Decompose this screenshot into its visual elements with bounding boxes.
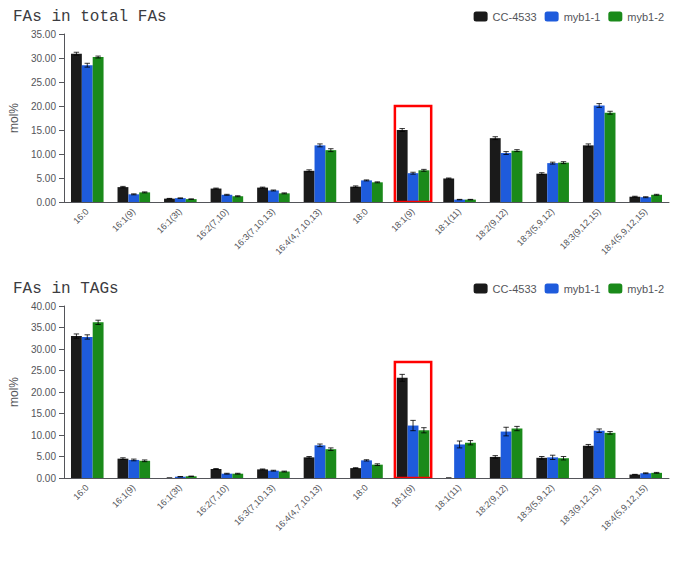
svg-text:20.00: 20.00 xyxy=(31,101,56,112)
svg-text:16:1(9): 16:1(9) xyxy=(110,206,137,233)
svg-text:16:1(3t): 16:1(3t) xyxy=(155,482,184,511)
svg-text:18:3(9,12,15): 18:3(9,12,15) xyxy=(558,206,603,251)
svg-text:18:1(9): 18:1(9) xyxy=(389,482,416,509)
svg-text:15.00: 15.00 xyxy=(31,408,56,419)
svg-text:16:0: 16:0 xyxy=(71,482,90,501)
svg-text:myb1-2: myb1-2 xyxy=(627,283,664,295)
svg-text:16:3(7,10,13): 16:3(7,10,13) xyxy=(232,206,277,251)
svg-text:16:4(4,7,10,13): 16:4(4,7,10,13) xyxy=(273,206,323,256)
svg-text:5.00: 5.00 xyxy=(37,451,57,462)
svg-text:16:1(9): 16:1(9) xyxy=(110,482,137,509)
svg-text:35.00: 35.00 xyxy=(31,29,56,40)
svg-text:FAs in TAGs: FAs in TAGs xyxy=(13,280,119,298)
svg-text:18:4(5,9,12,15): 18:4(5,9,12,15) xyxy=(599,206,649,256)
svg-text:18:2(9,12): 18:2(9,12) xyxy=(474,482,510,518)
svg-text:40.00: 40.00 xyxy=(31,301,56,312)
svg-text:18:1(11): 18:1(11) xyxy=(433,482,463,512)
svg-text:18:0: 18:0 xyxy=(351,482,370,501)
svg-text:10.00: 10.00 xyxy=(31,149,56,160)
svg-text:30.00: 30.00 xyxy=(31,53,56,64)
svg-text:0.00: 0.00 xyxy=(37,197,57,208)
svg-text:15.00: 15.00 xyxy=(31,125,56,136)
svg-text:16:0: 16:0 xyxy=(71,206,90,225)
svg-text:35.00: 35.00 xyxy=(31,322,56,333)
svg-text:16:2(7,10): 16:2(7,10) xyxy=(194,482,230,518)
svg-text:10.00: 10.00 xyxy=(31,430,56,441)
svg-text:mol%: mol% xyxy=(7,377,21,407)
svg-text:20.00: 20.00 xyxy=(31,387,56,398)
svg-text:18:3(5,9,12): 18:3(5,9,12) xyxy=(515,206,556,247)
svg-text:16:3(7,10,13): 16:3(7,10,13) xyxy=(232,482,277,527)
svg-text:myb1-1: myb1-1 xyxy=(564,11,601,23)
svg-text:25.00: 25.00 xyxy=(31,365,56,376)
svg-text:CC-4533: CC-4533 xyxy=(493,283,537,295)
svg-text:16:1(3t): 16:1(3t) xyxy=(155,206,184,235)
svg-text:0.00: 0.00 xyxy=(37,473,57,484)
svg-text:18:4(5,9,12,15): 18:4(5,9,12,15) xyxy=(599,482,649,532)
svg-text:mol%: mol% xyxy=(7,103,21,133)
svg-text:18:1(11): 18:1(11) xyxy=(433,206,463,236)
svg-text:25.00: 25.00 xyxy=(31,77,56,88)
svg-text:30.00: 30.00 xyxy=(31,344,56,355)
svg-text:5.00: 5.00 xyxy=(37,173,57,184)
svg-text:16:2(7,10): 16:2(7,10) xyxy=(194,206,230,242)
svg-text:18:2(9,12): 18:2(9,12) xyxy=(474,206,510,242)
svg-text:18:0: 18:0 xyxy=(351,206,370,225)
svg-text:18:1(9): 18:1(9) xyxy=(389,206,416,233)
svg-text:CC-4533: CC-4533 xyxy=(493,11,537,23)
svg-text:FAs in total FAs: FAs in total FAs xyxy=(13,8,167,26)
svg-text:18:3(9,12,15): 18:3(9,12,15) xyxy=(558,482,603,527)
svg-text:16:4(4,7,10,13): 16:4(4,7,10,13) xyxy=(273,482,323,532)
svg-text:myb1-2: myb1-2 xyxy=(627,11,664,23)
svg-text:myb1-1: myb1-1 xyxy=(564,283,601,295)
svg-text:18:3(5,9,12): 18:3(5,9,12) xyxy=(515,482,556,523)
